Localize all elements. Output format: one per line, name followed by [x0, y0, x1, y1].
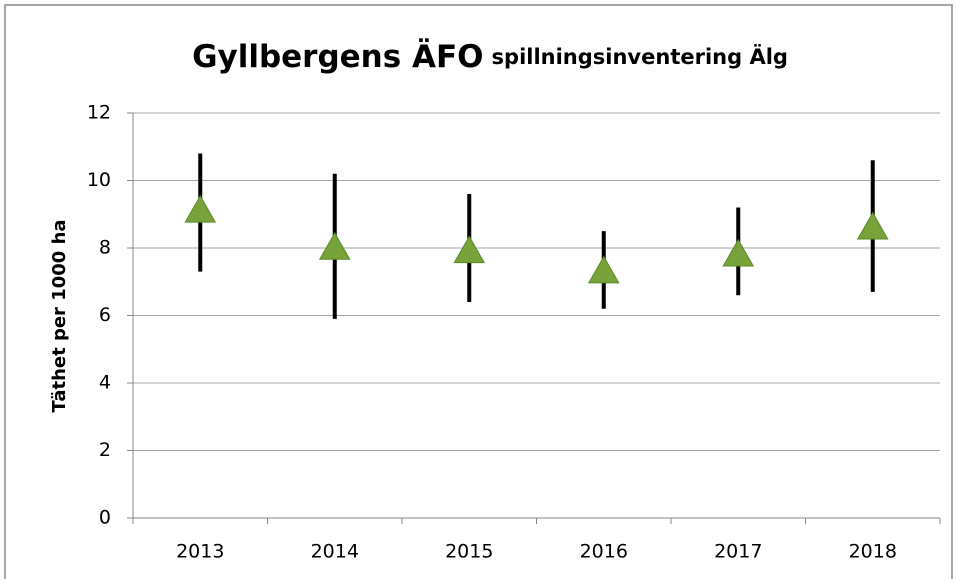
x-tick-label: 2015 [445, 541, 493, 563]
x-tick-label: 2018 [849, 541, 897, 563]
chart-title: Gyllbergens ÄFO [192, 39, 483, 75]
y-axis-label: Täthet per 1000 ha [49, 219, 70, 412]
y-tick-label: 4 [99, 372, 111, 394]
marker [722, 238, 755, 267]
x-tick-label: 2016 [580, 541, 628, 563]
marker [856, 211, 889, 240]
marker [318, 231, 351, 260]
x-tick-label: 2014 [311, 541, 359, 563]
y-tick-label: 0 [99, 507, 111, 529]
y-tick-label: 2 [99, 439, 111, 461]
marker [184, 194, 217, 223]
chart-subtitle: spillningsinventering Älg [492, 44, 788, 69]
y-tick-label: 12 [87, 102, 111, 124]
marker [587, 255, 620, 284]
y-tick-label: 6 [99, 304, 111, 326]
chart-heading: Gyllbergens ÄFO spillningsinventering Älg [192, 39, 788, 75]
x-tick-label: 2013 [176, 541, 224, 563]
y-tick-label: 8 [99, 237, 111, 259]
x-tick-label: 2017 [714, 541, 762, 563]
y-tick-label: 10 [87, 169, 111, 191]
marker [453, 235, 486, 264]
chart-border [4, 4, 953, 579]
